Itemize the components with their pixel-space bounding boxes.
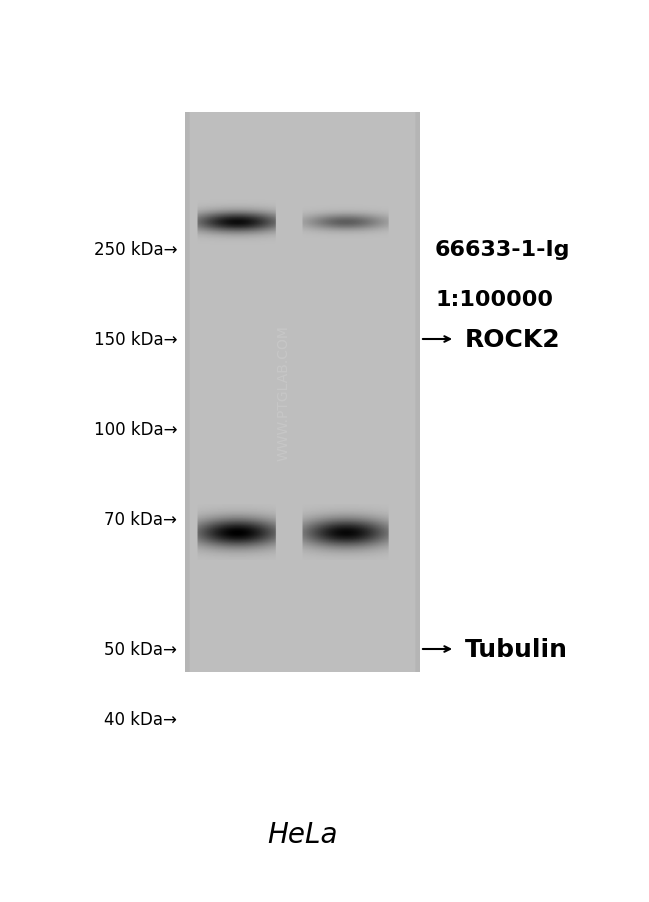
Text: 50 kDa→: 50 kDa→ [104, 640, 177, 658]
Text: 100 kDa→: 100 kDa→ [93, 420, 177, 438]
Text: HeLa: HeLa [267, 820, 337, 848]
Text: 1:100000: 1:100000 [435, 290, 553, 309]
Text: 250 kDa→: 250 kDa→ [93, 241, 177, 259]
Text: ROCK2: ROCK2 [465, 327, 561, 352]
Text: 40 kDa→: 40 kDa→ [104, 710, 177, 728]
Text: si-control: si-control [251, 215, 313, 293]
Text: 70 kDa→: 70 kDa→ [104, 511, 177, 529]
Text: 150 kDa→: 150 kDa→ [93, 331, 177, 348]
Text: Tubulin: Tubulin [465, 638, 568, 661]
Text: 66633-1-Ig: 66633-1-Ig [435, 240, 570, 260]
Text: si-ROCK2: si-ROCK2 [345, 215, 408, 293]
Text: WWW.PTGLAB.COM: WWW.PTGLAB.COM [276, 325, 291, 460]
